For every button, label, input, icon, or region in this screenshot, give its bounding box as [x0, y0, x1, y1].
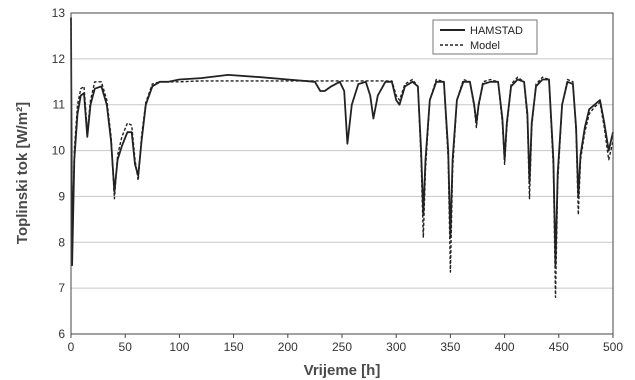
y-tick-label: 10 — [52, 144, 66, 158]
x-tick-label: 300 — [386, 340, 406, 354]
x-tick-label: 50 — [119, 340, 133, 354]
x-tick-label: 250 — [332, 340, 352, 354]
x-tick-label: 350 — [440, 340, 460, 354]
y-tick-label: 7 — [58, 281, 65, 295]
legend: HAMSTAD Model — [432, 19, 538, 55]
x-tick-label: 100 — [169, 340, 189, 354]
series-lines — [70, 17, 614, 298]
gridlines — [71, 12, 613, 335]
x-axis-title: Vrijeme [h] — [304, 362, 381, 379]
x-tick-label: 0 — [68, 340, 75, 354]
y-tick-labels: 6 7 8 9 10 11 12 13 — [52, 6, 66, 341]
x-tick-label: 500 — [603, 340, 623, 354]
plot-frame — [70, 12, 614, 335]
x-tick-label: 400 — [495, 340, 515, 354]
legend-label-model: Model — [470, 40, 500, 52]
x-tick-label: 200 — [278, 340, 298, 354]
legend-box — [432, 19, 538, 55]
x-tick-labels: 0 50 100 150 200 250 300 350 400 450 500 — [68, 334, 623, 354]
y-tick-label: 9 — [58, 189, 65, 203]
y-tick-label: 13 — [52, 6, 66, 20]
y-tick-label: 11 — [53, 98, 66, 112]
y-axis-title: Toplinski tok [W/m²] — [14, 102, 31, 244]
y-tick-label: 12 — [52, 52, 66, 66]
legend-label-hamstad: HAMSTAD — [470, 25, 523, 37]
x-tick-label: 450 — [549, 340, 569, 354]
x-tick-label: 150 — [224, 340, 244, 354]
y-tick-label: 8 — [58, 235, 65, 249]
y-tick-label: 6 — [58, 327, 65, 341]
series-line-model — [70, 17, 614, 298]
